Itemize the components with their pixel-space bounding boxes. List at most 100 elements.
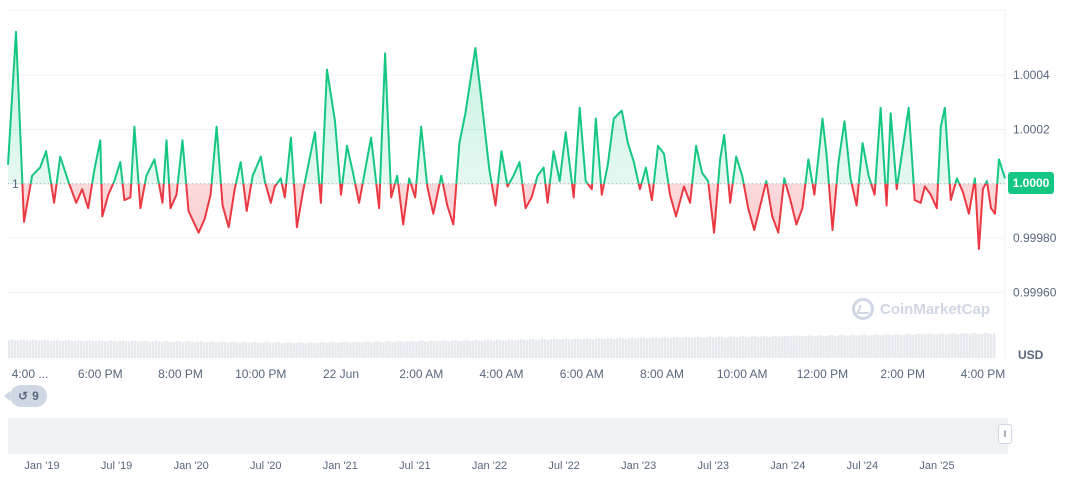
volume-bar	[457, 340, 460, 358]
x-tick-label: 6:00 PM	[78, 367, 123, 381]
volume-bar	[519, 339, 523, 358]
navigator-label: Jul '21	[399, 460, 431, 472]
volume-bar	[567, 339, 571, 358]
volume-bar	[696, 336, 700, 358]
volume-bar	[531, 339, 535, 358]
volume-bar	[229, 342, 232, 358]
volume-bar	[298, 342, 301, 358]
volume-bar	[484, 340, 487, 358]
volume-bar	[882, 334, 885, 358]
volume-bar	[28, 340, 32, 358]
volume-bar	[337, 342, 340, 358]
volume-bar	[744, 336, 747, 358]
volume-bar	[690, 337, 694, 358]
volume-bar	[741, 336, 744, 358]
navigator-handle[interactable]: ‖	[998, 424, 1012, 444]
volume-bar	[786, 335, 789, 358]
volume-bar	[963, 333, 966, 358]
volume-bar	[756, 336, 759, 358]
volume-bar	[750, 336, 753, 358]
volume-bar	[726, 337, 729, 358]
volume-bar	[939, 333, 942, 358]
range-navigator[interactable]	[8, 418, 1008, 454]
volume-bar	[475, 339, 478, 358]
volume-bar	[202, 342, 206, 358]
volume-bar	[322, 342, 325, 358]
volume-bar	[331, 341, 334, 358]
volume-bar	[768, 336, 771, 358]
volume-bar	[136, 341, 140, 358]
history-icon: ↺	[18, 389, 29, 403]
volume-bar	[960, 333, 963, 358]
volume-bar	[439, 341, 442, 358]
navigator-label: Jul '24	[846, 460, 879, 472]
x-tick-label: 6:00 AM	[560, 367, 604, 381]
y-tick-label: 0.99980	[1013, 231, 1057, 245]
volume-bar	[693, 337, 697, 358]
volume-bar	[621, 338, 625, 358]
volume-bar	[499, 339, 502, 358]
volume-bar	[175, 341, 179, 358]
volume-bar	[648, 338, 652, 358]
volume-bar	[645, 338, 649, 358]
volume-bar	[265, 341, 268, 358]
volume-bar	[445, 340, 448, 358]
volume-bar	[987, 333, 990, 358]
volume-bar	[522, 339, 526, 358]
volume-bar	[540, 338, 544, 358]
volume-bars	[8, 332, 996, 358]
volume-bar	[807, 335, 810, 358]
volume-bar	[909, 334, 912, 358]
volume-bar	[133, 340, 137, 358]
volume-bar	[516, 339, 520, 358]
volume-bar	[903, 334, 906, 358]
volume-bar	[684, 337, 688, 358]
volume-bar	[870, 335, 873, 358]
volume-bar	[615, 338, 619, 358]
volume-bar	[187, 341, 191, 358]
volume-bar	[127, 341, 131, 358]
volume-bar	[142, 340, 146, 358]
volume-bar	[918, 333, 921, 358]
volume-bar	[463, 340, 466, 358]
volume-bar	[867, 335, 870, 358]
volume-bar	[37, 340, 41, 358]
volume-bar	[618, 337, 622, 358]
x-tick-label: 8:00 AM	[640, 367, 684, 381]
volume-bar	[121, 340, 125, 358]
volume-bar	[145, 341, 149, 358]
volume-bar	[954, 333, 957, 358]
watermark-text: CoinMarketCap	[880, 300, 991, 318]
history-button[interactable]: ↺ 9	[4, 385, 47, 407]
volume-bar	[792, 336, 795, 358]
volume-bar	[118, 341, 122, 358]
volume-bar	[259, 342, 262, 358]
volume-bar	[160, 342, 164, 358]
volume-bar	[759, 336, 762, 358]
volume-bar	[873, 334, 876, 358]
volume-bar	[771, 336, 774, 358]
volume-bar	[466, 340, 469, 358]
volume-bar	[19, 339, 23, 358]
x-tick-label: 4:00 AM	[479, 367, 523, 381]
volume-bar	[714, 337, 717, 358]
x-tick-label: 4:00 PM	[961, 367, 1006, 381]
volume-bar	[250, 342, 253, 358]
volume-bar	[576, 338, 580, 358]
volume-bar	[424, 341, 427, 358]
volume-bar	[382, 342, 385, 358]
volume-bar	[888, 334, 891, 358]
volume-bar	[490, 340, 493, 358]
volume-bar	[211, 341, 214, 358]
volume-bar	[241, 341, 244, 358]
volume-bar	[846, 335, 849, 358]
volume-bar	[430, 340, 433, 358]
volume-bar	[636, 338, 640, 358]
volume-bar	[762, 335, 765, 358]
volume-bar	[633, 338, 637, 358]
volume-bar	[73, 340, 77, 358]
volume-bar	[22, 339, 26, 358]
volume-bar	[157, 341, 161, 358]
volume-bar	[747, 337, 750, 358]
